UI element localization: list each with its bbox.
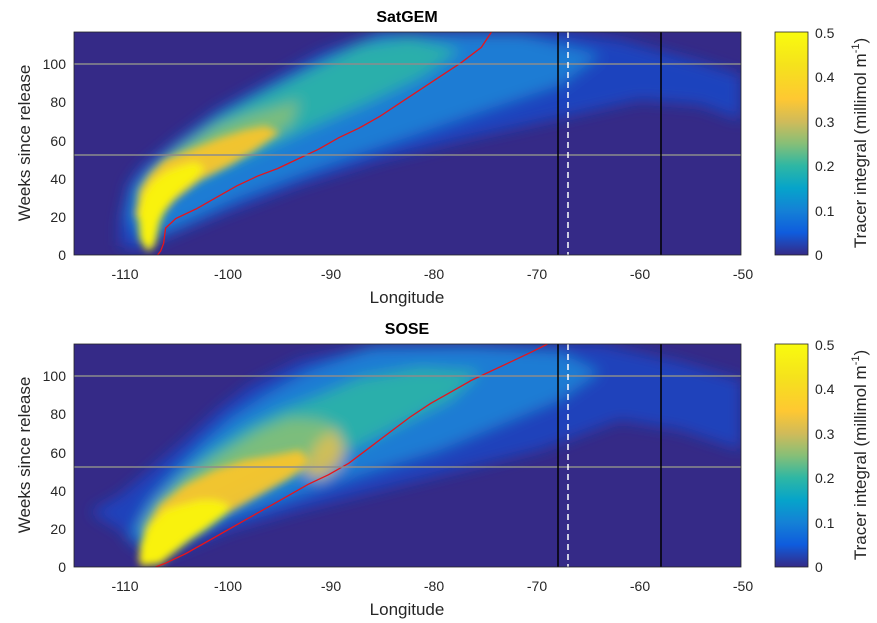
colorbar-label: Tracer integral (millimol m-1) [850, 350, 870, 560]
x-tick: -100 [214, 266, 242, 282]
x-tick: -80 [424, 266, 444, 282]
y-axis-label: Weeks since release [15, 65, 34, 222]
colorbar-tick: 0.1 [815, 515, 835, 531]
plot-frame [73, 343, 742, 568]
colorbar-scale [774, 343, 809, 568]
y-tick: 60 [50, 133, 66, 149]
x-tick: -110 [112, 266, 139, 282]
x-tick: -60 [630, 578, 650, 594]
x-tick: -70 [527, 578, 547, 594]
colorbar-tick: 0 [815, 559, 823, 575]
panel-sose: SOSE -110 -100 -90 [15, 321, 870, 619]
colorbar-tick: 0.4 [815, 381, 835, 397]
colorbar-tick: 0.4 [815, 69, 835, 85]
colorbar: 0 0.1 0.2 0.3 0.4 0.5 Tracer integral (m… [774, 337, 870, 575]
x-tick: -50 [733, 578, 753, 594]
plot-frame [73, 31, 742, 256]
x-tick: -110 [112, 578, 139, 594]
y-tick: 80 [50, 406, 66, 422]
y-tick: 60 [50, 445, 66, 461]
x-ticks: -110 -100 -90 -80 -70 -60 -50 [112, 266, 754, 282]
panel-satgem: SatGEM -110 -100 -90 -8 [15, 9, 870, 307]
y-axis-label: Weeks since release [15, 377, 34, 534]
x-axis-label: Longitude [370, 600, 445, 619]
y-tick: 40 [50, 483, 66, 499]
colorbar-tick: 0.2 [815, 470, 835, 486]
tracer-center-path [155, 344, 548, 567]
y-tick: 20 [50, 209, 66, 225]
colorbar-tick: 0.1 [815, 203, 835, 219]
x-tick: -70 [527, 266, 547, 282]
y-ticks: 0 20 40 60 80 100 [43, 368, 67, 575]
y-tick: 100 [43, 56, 67, 72]
chart-title: SOSE [385, 321, 430, 338]
x-tick: -60 [630, 266, 650, 282]
colorbar-tick: 0.2 [815, 158, 835, 174]
x-tick: -100 [214, 578, 242, 594]
x-tick: -90 [321, 578, 341, 594]
x-tick: -80 [424, 578, 444, 594]
colorbar-scale [774, 31, 809, 256]
colorbar-tick: 0.5 [815, 337, 835, 353]
x-tick: -50 [733, 266, 753, 282]
y-tick: 0 [58, 247, 66, 263]
tracer-center-path [156, 32, 493, 255]
y-tick: 100 [43, 368, 67, 384]
x-ticks: -110 -100 -90 -80 -70 -60 -50 [112, 578, 754, 594]
colorbar-tick: 0.3 [815, 114, 835, 130]
x-axis-label: Longitude [370, 288, 445, 307]
chart-title: SatGEM [376, 9, 437, 26]
colorbar-tick: 0.3 [815, 426, 835, 442]
heatmap-field [74, 344, 741, 567]
y-tick: 0 [58, 559, 66, 575]
heatmap-field [74, 32, 741, 255]
colorbar-tick: 0 [815, 247, 823, 263]
x-tick: -90 [321, 266, 341, 282]
colorbar-tick: 0.5 [815, 25, 835, 41]
y-ticks: 0 20 40 60 80 100 [43, 56, 67, 263]
y-tick: 20 [50, 521, 66, 537]
colorbar: 0 0.1 0.2 0.3 0.4 0.5 Tracer integral (m… [774, 25, 870, 263]
y-tick: 80 [50, 94, 66, 110]
colorbar-label: Tracer integral (millimol m-1) [850, 38, 870, 248]
y-tick: 40 [50, 171, 66, 187]
